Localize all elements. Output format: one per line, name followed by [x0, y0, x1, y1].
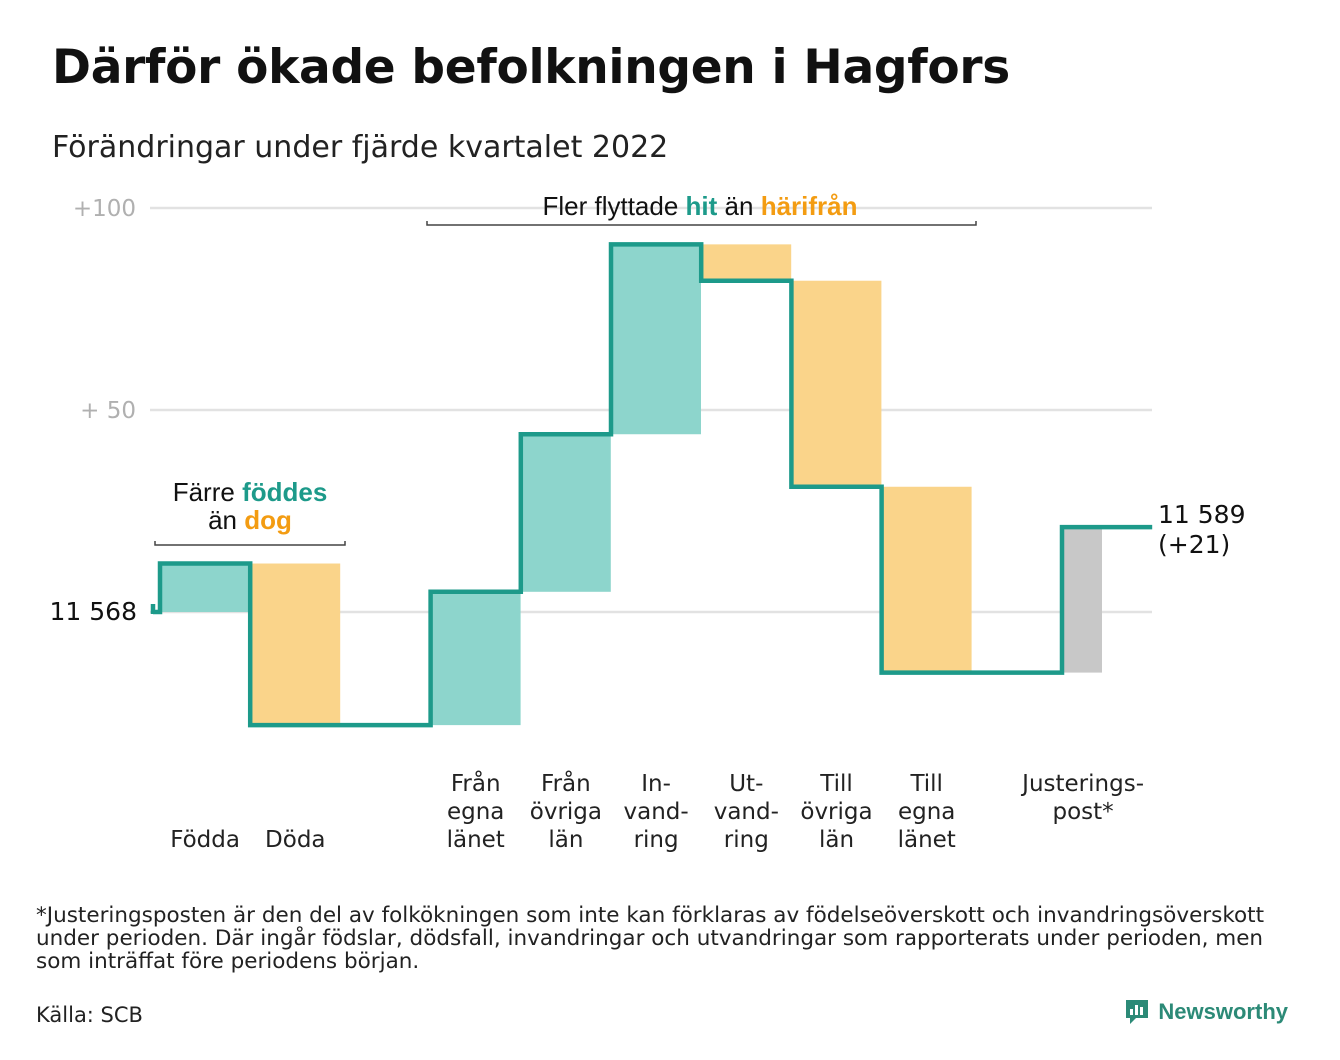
waterfall-bar [430, 591, 521, 726]
category-label: länet [447, 827, 505, 853]
category-label: Ut- [729, 771, 763, 797]
annotation-fler-flyttade: Fler flyttade [542, 191, 679, 221]
annotation-foddes: föddes [242, 477, 328, 507]
annotation-dog: dog [244, 505, 292, 535]
category-label: vand- [624, 799, 689, 825]
category-label: länet [898, 827, 956, 853]
category-label: Födda [170, 827, 240, 853]
category-label: Från [451, 769, 501, 797]
annotation-hit: hit [685, 191, 718, 221]
waterfall-bar [250, 563, 341, 726]
category-label: övriga [530, 799, 602, 825]
category-label: ring [634, 827, 679, 853]
y-tick-label: +100 [73, 196, 136, 222]
end-value-label: 11 589 [1158, 500, 1245, 529]
footnote: *Justeringsposten är den del av folkökni… [36, 903, 1265, 974]
waterfall-bar [160, 563, 250, 612]
category-label: egna [898, 799, 955, 825]
category-label: In- [641, 771, 671, 797]
waterfall-bar [1062, 527, 1102, 673]
waterfall-bar [611, 244, 701, 435]
annotation-harifran: härifrån [760, 191, 858, 221]
waterfall-bar [701, 244, 792, 281]
category-label: övriga [800, 799, 872, 825]
migration-annotation: Fler flyttade hit än härifrån [420, 192, 980, 220]
category-label: Från [541, 769, 591, 797]
waterfall-bar [881, 486, 972, 673]
births-deaths-bracket [154, 541, 346, 546]
category-label: Till [909, 771, 943, 797]
annotation-an-2: än [724, 191, 754, 221]
category-label: post* [1053, 799, 1114, 825]
category-label: Justerings- [1020, 771, 1144, 797]
category-label: län [548, 827, 583, 853]
end-change-label: (+21) [1158, 530, 1230, 559]
brand-name: Newsworthy [1158, 999, 1288, 1024]
brand-logo: Newsworthy [1124, 998, 1288, 1026]
category-label: vand- [714, 799, 779, 825]
chart-subtitle: Förändringar under fjärde kvartalet 2022 [52, 130, 669, 165]
category-label: län [819, 827, 854, 853]
waterfall-bar [520, 434, 611, 592]
category-label: egna [447, 799, 504, 825]
y-tick-label: + 50 [80, 398, 136, 424]
running-total-line [153, 242, 1153, 728]
annotation-farre: Färre [172, 477, 235, 507]
source-label: Källa: SCB [36, 1003, 143, 1027]
chart-title: Därför ökade befolkningen i Hagfors [52, 40, 1010, 95]
category-label: ring [724, 827, 769, 853]
category-label: Döda [265, 827, 325, 853]
start-value-label: 11 568 [50, 597, 137, 626]
annotation-an: än [208, 505, 238, 535]
births-deaths-annotation: Färre föddes än dog [150, 478, 350, 534]
waterfall-bar [791, 280, 882, 487]
category-label: Till [819, 771, 853, 797]
newsworthy-logo-icon [1126, 1000, 1149, 1024]
migration-bracket [426, 221, 977, 226]
